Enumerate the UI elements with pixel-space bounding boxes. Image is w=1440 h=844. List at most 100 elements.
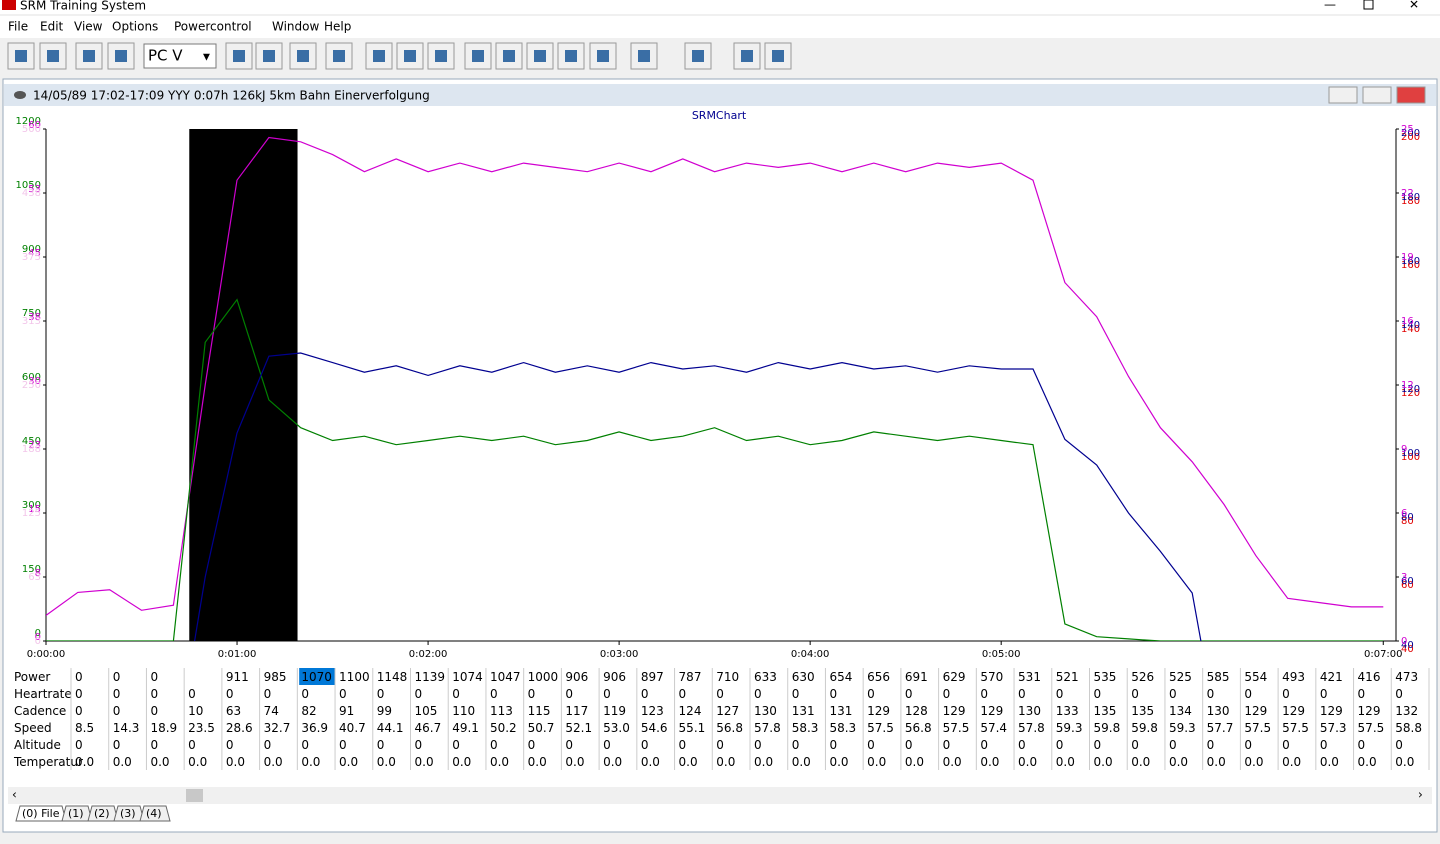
child-close[interactable]: [1396, 86, 1426, 104]
cell[interactable]: 554: [1244, 670, 1267, 684]
cell[interactable]: 131: [792, 704, 815, 718]
cell[interactable]: 0: [377, 738, 385, 752]
cell[interactable]: 0: [1244, 687, 1252, 701]
cell[interactable]: 521: [1056, 670, 1079, 684]
cell[interactable]: 0.0: [75, 755, 94, 769]
cell[interactable]: 0.0: [716, 755, 735, 769]
cell[interactable]: 59.3: [1056, 721, 1083, 735]
cell[interactable]: 32.7: [264, 721, 291, 735]
cell[interactable]: 0: [75, 738, 83, 752]
cell[interactable]: 0: [301, 687, 309, 701]
menu-item[interactable]: Window: [272, 20, 320, 34]
cell[interactable]: 0: [980, 687, 988, 701]
cell[interactable]: 18.9: [150, 721, 177, 735]
cell[interactable]: 0: [905, 738, 913, 752]
cell[interactable]: 113: [490, 704, 513, 718]
cell[interactable]: 0: [1207, 687, 1215, 701]
tab[interactable]: [113, 805, 145, 822]
cell[interactable]: 57.7: [1207, 721, 1234, 735]
cell[interactable]: 0.0: [1056, 755, 1075, 769]
cell[interactable]: 58.3: [792, 721, 819, 735]
cell[interactable]: 0: [1131, 687, 1139, 701]
dropdown-arrow[interactable]: ▼: [203, 53, 210, 63]
cell[interactable]: 0: [867, 687, 875, 701]
cell[interactable]: 130: [1207, 704, 1230, 718]
toolbar-button[interactable]: [365, 42, 393, 70]
cell[interactable]: 691: [905, 670, 928, 684]
cell[interactable]: 629: [943, 670, 966, 684]
cell[interactable]: 129: [943, 704, 966, 718]
cell[interactable]: 0: [1056, 738, 1064, 752]
cell[interactable]: 44.1: [377, 721, 404, 735]
cell[interactable]: 0: [641, 738, 649, 752]
cell[interactable]: 0: [716, 687, 724, 701]
cell[interactable]: 55.1: [679, 721, 706, 735]
cell[interactable]: 105: [415, 704, 438, 718]
scroll-right[interactable]: ›: [1418, 788, 1423, 802]
cell[interactable]: 0.0: [1207, 755, 1226, 769]
cell[interactable]: 630: [792, 670, 815, 684]
cell[interactable]: 0: [867, 738, 875, 752]
minimize-button[interactable]: —: [1324, 0, 1336, 12]
cell[interactable]: 656: [867, 670, 890, 684]
cell[interactable]: 135: [1094, 704, 1117, 718]
tab-label[interactable]: (0) File: [22, 807, 60, 820]
cell[interactable]: 0: [1094, 687, 1102, 701]
cell[interactable]: 0: [1320, 687, 1328, 701]
cell[interactable]: 59.8: [1094, 721, 1121, 735]
cell[interactable]: 0: [754, 687, 762, 701]
cell[interactable]: 57.5: [1358, 721, 1385, 735]
cell[interactable]: 0: [679, 738, 687, 752]
cell[interactable]: 0: [339, 687, 347, 701]
cell[interactable]: 50.2: [490, 721, 517, 735]
scrollbar[interactable]: [8, 787, 1432, 804]
cell[interactable]: 134: [1169, 704, 1192, 718]
cell[interactable]: 23.5: [188, 721, 215, 735]
scroll-left[interactable]: ‹: [12, 788, 17, 802]
scroll-thumb[interactable]: [186, 789, 203, 802]
tab[interactable]: [15, 805, 67, 822]
cell[interactable]: 74: [264, 704, 279, 718]
cell[interactable]: 0: [1244, 738, 1252, 752]
cell[interactable]: 570: [980, 670, 1003, 684]
cell[interactable]: 129: [1358, 704, 1381, 718]
cell[interactable]: 129: [1320, 704, 1343, 718]
cell[interactable]: 129: [1282, 704, 1305, 718]
cell[interactable]: 0: [490, 687, 498, 701]
cell[interactable]: 0: [75, 687, 83, 701]
cell[interactable]: 1000: [528, 670, 559, 684]
toolbar-button[interactable]: [396, 42, 424, 70]
cell[interactable]: 0: [1282, 687, 1290, 701]
cell[interactable]: 0.0: [1244, 755, 1263, 769]
cell[interactable]: 91: [339, 704, 354, 718]
close-button[interactable]: ✕: [1409, 0, 1419, 12]
cell[interactable]: 115: [528, 704, 551, 718]
cell[interactable]: 0: [1395, 738, 1403, 752]
cell[interactable]: 0.0: [565, 755, 584, 769]
cell[interactable]: 0.0: [905, 755, 924, 769]
cell[interactable]: 0.0: [1131, 755, 1150, 769]
cell[interactable]: 0.0: [415, 755, 434, 769]
cell[interactable]: 0.0: [188, 755, 207, 769]
cell[interactable]: 0.0: [226, 755, 245, 769]
cell[interactable]: 0: [641, 687, 649, 701]
cell[interactable]: 124: [679, 704, 702, 718]
cell[interactable]: 0: [113, 738, 121, 752]
cell[interactable]: 585: [1207, 670, 1230, 684]
cell[interactable]: 57.3: [1320, 721, 1347, 735]
cell[interactable]: 0.0: [792, 755, 811, 769]
cell[interactable]: 0: [603, 738, 611, 752]
cell[interactable]: 0: [565, 687, 573, 701]
cell[interactable]: 129: [1244, 704, 1267, 718]
cell[interactable]: 132: [1395, 704, 1418, 718]
cell[interactable]: 57.5: [1282, 721, 1309, 735]
cell[interactable]: 0: [75, 704, 83, 718]
cell[interactable]: 59.3: [1169, 721, 1196, 735]
cell[interactable]: 58.8: [1395, 721, 1422, 735]
cell[interactable]: 56.8: [716, 721, 743, 735]
tab-label[interactable]: (1): [68, 807, 84, 820]
cell[interactable]: 0: [1320, 738, 1328, 752]
cell[interactable]: 787: [679, 670, 702, 684]
cell[interactable]: 63: [226, 704, 241, 718]
cell[interactable]: 0: [792, 738, 800, 752]
